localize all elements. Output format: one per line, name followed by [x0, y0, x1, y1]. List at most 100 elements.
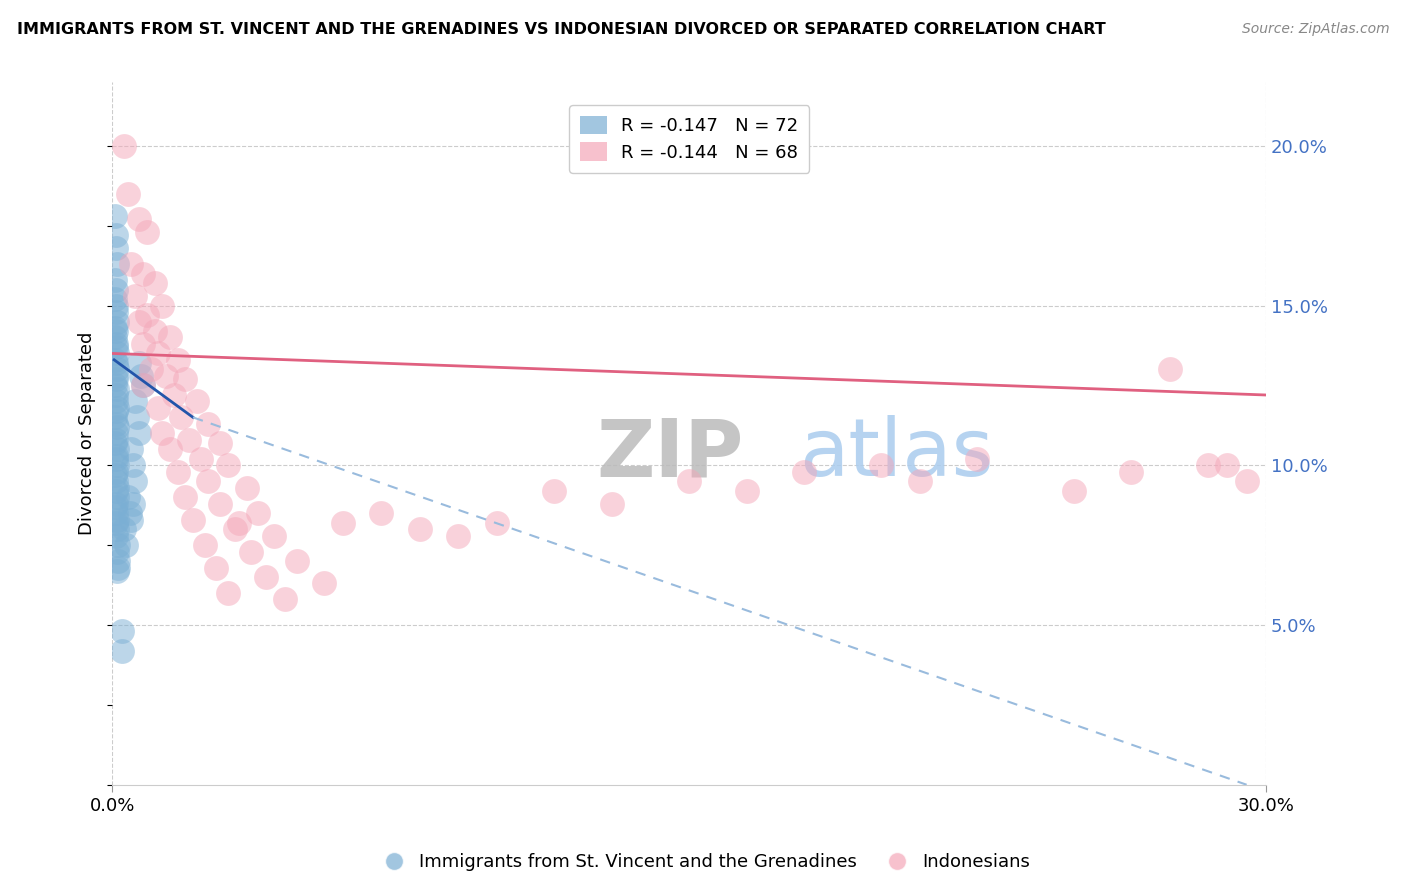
Point	[274, 592, 297, 607]
Point	[105, 522, 128, 536]
Point	[124, 475, 146, 489]
Point	[105, 465, 128, 479]
Point	[105, 283, 128, 297]
Point	[236, 481, 259, 495]
Point	[174, 372, 197, 386]
Point	[105, 362, 128, 376]
Point	[793, 465, 815, 479]
Point	[600, 497, 623, 511]
Point	[186, 394, 208, 409]
Point	[105, 528, 128, 542]
Point	[370, 506, 392, 520]
Point	[1159, 362, 1181, 376]
Point	[105, 314, 128, 328]
Point	[247, 506, 270, 520]
Point	[132, 267, 155, 281]
Point	[485, 516, 508, 530]
Point	[205, 560, 228, 574]
Text: Source: ZipAtlas.com: Source: ZipAtlas.com	[1241, 22, 1389, 37]
Point	[217, 458, 239, 473]
Point	[104, 321, 127, 335]
Point	[122, 458, 145, 473]
Point	[174, 490, 197, 504]
Point	[118, 506, 141, 520]
Point	[111, 643, 134, 657]
Point	[166, 465, 188, 479]
Point	[197, 475, 219, 489]
Point	[105, 433, 128, 447]
Point	[114, 538, 136, 552]
Point	[159, 442, 181, 457]
Point	[170, 410, 193, 425]
Point	[127, 410, 149, 425]
Point	[105, 228, 128, 243]
Point	[1121, 465, 1143, 479]
Point	[193, 538, 215, 552]
Point	[111, 624, 134, 639]
Point	[128, 356, 150, 370]
Text: ZIP: ZIP	[596, 416, 744, 493]
Point	[735, 483, 758, 498]
Text: IMMIGRANTS FROM ST. VINCENT AND THE GRENADINES VS INDONESIAN DIVORCED OR SEPARAT: IMMIGRANTS FROM ST. VINCENT AND THE GREN…	[17, 22, 1105, 37]
Point	[121, 257, 143, 271]
Point	[105, 458, 128, 473]
Point	[124, 289, 146, 303]
Point	[107, 560, 129, 574]
Point	[105, 346, 128, 360]
Point	[332, 516, 354, 530]
Point	[132, 378, 155, 392]
Point	[155, 368, 177, 383]
Point	[143, 324, 166, 338]
Point	[104, 451, 127, 466]
Point	[117, 186, 139, 201]
Point	[117, 490, 139, 504]
Point	[129, 368, 152, 383]
Point	[128, 212, 150, 227]
Point	[447, 528, 470, 542]
Point	[409, 522, 432, 536]
Point	[105, 475, 128, 489]
Point	[148, 401, 170, 415]
Point	[132, 337, 155, 351]
Point	[678, 475, 700, 489]
Point	[285, 554, 308, 568]
Point	[224, 522, 246, 536]
Point	[128, 314, 150, 328]
Point	[105, 372, 128, 386]
Point	[181, 512, 204, 526]
Point	[254, 570, 277, 584]
Point	[121, 512, 143, 526]
Point	[105, 401, 128, 415]
Point	[104, 426, 127, 441]
Point	[239, 544, 262, 558]
Point	[104, 292, 127, 306]
Point	[166, 352, 188, 367]
Point	[104, 241, 127, 255]
Point	[1197, 458, 1219, 473]
Point	[143, 276, 166, 290]
Point	[105, 388, 128, 402]
Point	[104, 352, 127, 367]
Point	[163, 388, 186, 402]
Point	[105, 356, 128, 370]
Point	[105, 481, 128, 495]
Legend: R = -0.147   N = 72, R = -0.144   N = 68: R = -0.147 N = 72, R = -0.144 N = 68	[569, 105, 810, 172]
Point	[132, 378, 155, 392]
Point	[104, 305, 127, 319]
Point	[105, 506, 128, 520]
Point	[104, 436, 127, 450]
Point	[105, 257, 128, 271]
Point	[217, 586, 239, 600]
Point	[150, 426, 173, 441]
Point	[104, 340, 127, 354]
Point	[105, 442, 128, 457]
Point	[112, 522, 135, 536]
Point	[105, 417, 128, 431]
Point	[228, 516, 250, 530]
Point	[104, 483, 127, 498]
Point	[150, 299, 173, 313]
Point	[105, 382, 128, 396]
Point	[105, 497, 128, 511]
Y-axis label: Divorced or Separated: Divorced or Separated	[79, 332, 96, 535]
Point	[105, 544, 128, 558]
